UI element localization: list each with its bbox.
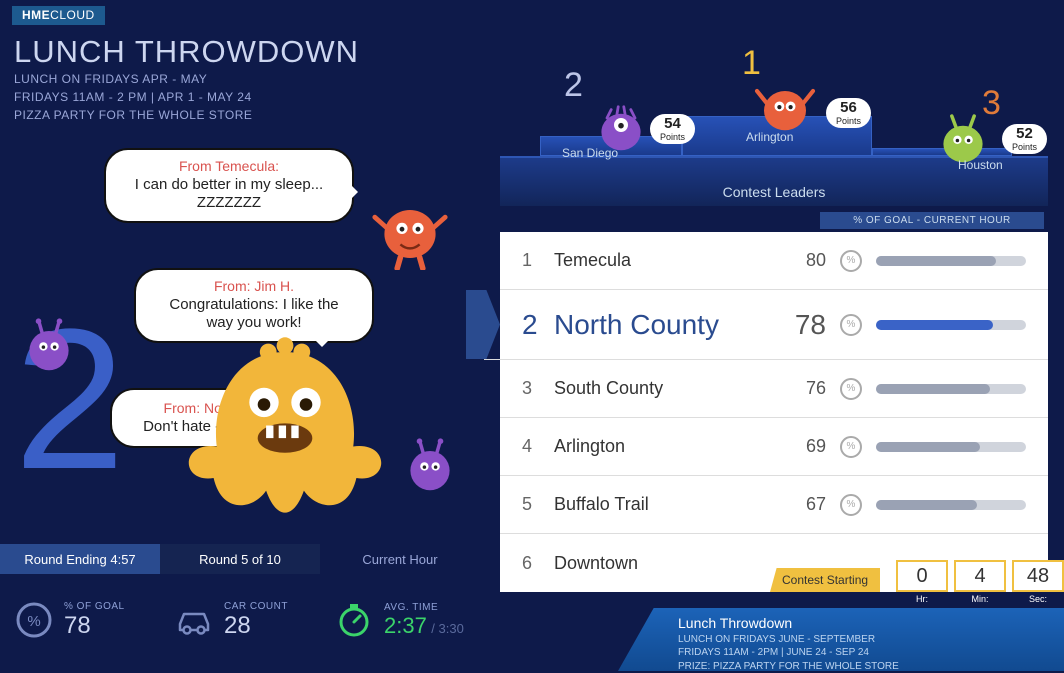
- contest-sub2: FRIDAYS 11AM - 2 PM | APR 1 - MAY 24: [14, 88, 359, 106]
- contest-title: LUNCH THROWDOWN: [14, 34, 359, 70]
- next-contest-banner: Lunch Throwdown LUNCH ON FRIDAYS JUNE - …: [618, 608, 1064, 671]
- monster-icon: [370, 190, 450, 270]
- row-bar: [876, 320, 1026, 330]
- stat-goal: % % OF GOAL 78: [0, 580, 160, 660]
- percent-icon: %: [840, 314, 862, 336]
- stats-row: % % OF GOAL 78 CAR COUNT 28 AVG. TIME 2:…: [0, 580, 480, 660]
- podium: Contest Leaders 1 2 3 Arlington San Dieg…: [500, 36, 1048, 206]
- stopwatch-icon: [334, 600, 374, 640]
- row-bar: [876, 442, 1026, 452]
- stat-target: / 3:30: [431, 621, 464, 636]
- stat-label: AVG. TIME: [384, 602, 464, 613]
- row-name: Buffalo Trail: [554, 494, 776, 515]
- next-line3: PRIZE: PIZZA PARTY FOR THE WHOLE STORE: [678, 660, 1050, 673]
- countdown-minutes: 4: [954, 560, 1006, 592]
- contest-sub3: PIZZA PARTY FOR THE WHOLE STORE: [14, 106, 359, 124]
- round-count-tab[interactable]: Round 5 of 10: [160, 544, 320, 574]
- svg-text:%: %: [27, 613, 40, 630]
- countdown-hours: 0: [896, 560, 948, 592]
- list-header: % OF GOAL - CURRENT HOUR: [820, 212, 1044, 229]
- row-pct: 69: [790, 436, 826, 457]
- points-badge: 54Points: [650, 114, 695, 144]
- row-rank: 6: [522, 553, 540, 574]
- row-pct: 67: [790, 494, 826, 515]
- round-ending-tab[interactable]: Round Ending 4:57: [0, 544, 160, 574]
- countdown-label: Contest Starting: [770, 568, 880, 592]
- chat-from: From Temecula:: [124, 158, 334, 176]
- brand-badge: HMECLOUD: [12, 6, 105, 25]
- countdown-min-label: Min:: [954, 594, 1006, 604]
- row-name: North County: [554, 309, 776, 341]
- next-line2: FRIDAYS 11AM - 2PM | JUNE 24 - SEP 24: [678, 646, 1050, 660]
- countdown-seconds: 48: [1012, 560, 1064, 592]
- podium-caption: Contest Leaders: [500, 184, 1048, 200]
- row-bar: [876, 256, 1026, 266]
- chat-bubble: From Temecula: I can do better in my sle…: [104, 148, 354, 223]
- stat-value: 28: [224, 612, 288, 640]
- leaderboard-row[interactable]: 3 South County 76%: [500, 360, 1048, 418]
- row-pct: 76: [790, 378, 826, 399]
- row-rank: 4: [522, 436, 540, 457]
- podium-name-1: Arlington: [746, 130, 793, 144]
- podium-name-2: San Diego: [562, 146, 618, 160]
- next-line1: LUNCH ON FRIDAYS JUNE - SEPTEMBER: [678, 633, 1050, 647]
- chat-from: From: Jim H.: [154, 278, 354, 296]
- row-bar: [876, 384, 1026, 394]
- row-rank: 2: [522, 309, 540, 341]
- points-badge: 52Points: [1002, 124, 1047, 154]
- brand-bold: HME: [22, 8, 50, 22]
- stat-label: % OF GOAL: [64, 601, 125, 612]
- row-name: South County: [554, 378, 776, 399]
- row-bar: [876, 500, 1026, 510]
- row-name: Arlington: [554, 436, 776, 457]
- row-pct: 80: [790, 250, 826, 271]
- monster-icon: [395, 430, 465, 500]
- current-hour-tab[interactable]: Current Hour: [320, 544, 480, 574]
- monster-icon: [14, 310, 84, 380]
- row-rank: 3: [522, 378, 540, 399]
- leaderboard-row[interactable]: 1 Temecula 80%: [500, 232, 1048, 290]
- stat-avgtime: AVG. TIME 2:37 / 3:30: [320, 580, 480, 660]
- row-pct: 78: [790, 309, 826, 341]
- monster-icon: [180, 310, 390, 520]
- stat-value: 2:37: [384, 613, 427, 638]
- percent-icon: %: [14, 600, 54, 640]
- car-icon: [174, 600, 214, 640]
- percent-icon: %: [840, 250, 862, 272]
- percent-icon: %: [840, 494, 862, 516]
- brand-thin: CLOUD: [50, 8, 95, 22]
- podium-name-3: Houston: [958, 158, 1003, 172]
- points-badge: 56Points: [826, 98, 871, 128]
- percent-icon: %: [840, 436, 862, 458]
- stat-label: CAR COUNT: [224, 601, 288, 612]
- round-tabs: Round Ending 4:57 Round 5 of 10 Current …: [0, 544, 480, 574]
- percent-icon: %: [840, 378, 862, 400]
- contest-sub1: LUNCH ON FRIDAYS APR - MAY: [14, 70, 359, 88]
- leaderboard-row[interactable]: 5 Buffalo Trail 67%: [500, 476, 1048, 534]
- countdown: Contest Starting 0 4 48 Hr: Min: Sec:: [770, 568, 1060, 592]
- leaderboard-list: 1 Temecula 80% 2 North County 78% 3 South Count…: [500, 232, 1048, 592]
- leaderboard-row[interactable]: 2 North County 78%: [484, 290, 1048, 360]
- stat-cars: CAR COUNT 28: [160, 580, 320, 660]
- leaderboard-row[interactable]: 4 Arlington 69%: [500, 418, 1048, 476]
- contest-header: LUNCH THROWDOWN LUNCH ON FRIDAYS APR - M…: [14, 34, 359, 124]
- next-title: Lunch Throwdown: [678, 614, 1050, 633]
- podium-rank-2: 2: [564, 66, 583, 105]
- stat-value: 78: [64, 612, 125, 640]
- countdown-hr-label: Hr:: [896, 594, 948, 604]
- chat-msg: I can do better in my sleep... ZZZZZZZ: [124, 176, 334, 214]
- countdown-sec-label: Sec:: [1012, 594, 1064, 604]
- row-rank: 1: [522, 250, 540, 271]
- row-rank: 5: [522, 494, 540, 515]
- row-name: Temecula: [554, 250, 776, 271]
